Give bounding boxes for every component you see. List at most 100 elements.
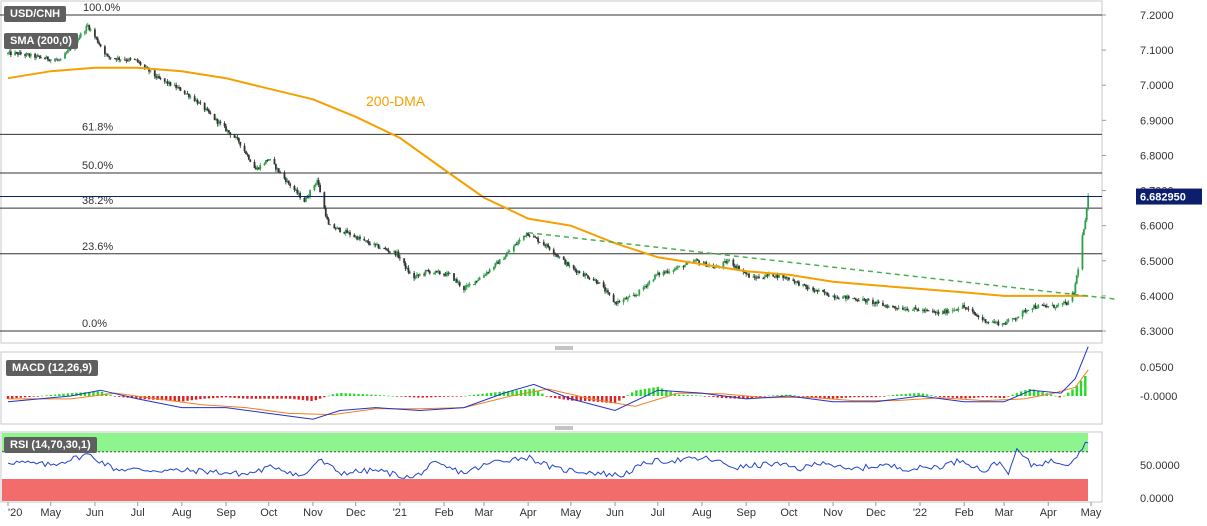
price-candle [685,262,688,266]
price-candle [163,78,166,82]
price-candle [696,259,699,261]
price-candle [118,57,121,60]
macd-histogram-bar [41,395,44,397]
price-candle [193,96,196,101]
price-candle [1071,292,1074,302]
price-candle [237,138,240,142]
price-candle [334,228,337,230]
price-candle [894,307,897,309]
price-candle [116,57,119,60]
price-candle [18,52,21,55]
price-candle [374,243,377,245]
price-candle [159,78,162,80]
macd-indicator-label[interactable]: MACD (12,26,9) [6,360,99,376]
price-candle [588,278,591,280]
price-candle [186,93,189,95]
price-candle [514,244,517,247]
price-candle [1075,275,1078,284]
macd-histogram-bar [810,396,813,398]
price-candle [806,286,809,290]
price-candle [256,167,259,170]
macd-histogram-bar [207,396,211,399]
panel-resize-handle[interactable] [555,346,573,350]
price-candle [133,58,136,60]
price-candle [408,272,411,274]
price-candle [323,192,326,209]
price-candle [967,308,970,310]
price-candle [943,311,946,314]
price-candle [812,287,815,291]
macd-histogram-bar [254,396,258,399]
price-candle [247,155,250,160]
price-candle [984,319,987,323]
price-candle [66,50,69,53]
price-candle [617,301,619,304]
macd-histogram-bar [964,396,967,399]
price-candle [923,309,926,312]
price-candle [296,189,299,194]
price-candle [1061,303,1064,305]
price-candle [1055,304,1058,308]
macd-histogram-bar [737,396,741,399]
price-candle [997,321,1000,326]
macd-histogram-bar [921,393,925,396]
price-candle [672,270,675,272]
price-candle [283,172,286,179]
macd-histogram-bar [618,396,621,401]
macd-histogram-bar [182,396,185,402]
macd-histogram-bar [853,396,856,398]
macd-histogram-bar [327,395,330,397]
price-candle [498,259,501,264]
macd-histogram-bar [541,393,544,396]
price-candle [847,296,850,299]
price-candle [454,279,457,281]
macd-histogram-bar [904,393,907,396]
price-candle [1024,310,1027,313]
price-candle [367,241,370,244]
panel-resize-handle[interactable] [555,426,573,430]
price-candle [682,266,685,268]
price-candle [289,183,292,186]
price-candle [534,236,537,238]
price-candle [219,121,222,124]
x-tick-label: Aug [692,507,712,519]
price-candle [695,259,698,261]
macd-histogram-bar [844,396,848,398]
price-candle [379,248,381,250]
price-candle [417,274,420,276]
macd-histogram-bar [233,396,236,398]
price-candle [169,81,172,86]
price-candle [722,261,725,267]
price-candle [303,197,306,202]
x-tick-label: Dec [866,507,886,519]
macd-histogram-bar [605,396,608,403]
rsi-indicator-label[interactable]: RSI (14,70,30,1) [4,437,97,453]
price-candle [604,287,606,292]
price-candle [883,305,886,307]
price-candle [598,282,601,284]
price-candle [503,259,505,261]
price-candle [173,84,176,86]
macd-histogram-bar [1084,376,1087,396]
price-candle [528,235,531,237]
price-candle [55,59,58,61]
price-candle [936,311,938,313]
price-candle [213,113,216,120]
price-candle [485,272,488,275]
price-candle [324,208,327,217]
price-candle [394,251,397,256]
price-candle [458,282,461,286]
macd-histogram-bar [391,395,394,397]
macd-histogram-bar [707,396,711,397]
price-candle [755,277,758,279]
x-tick-label: Apr [520,507,537,519]
macd-histogram-bar [613,396,617,404]
macd-histogram-bar [801,396,805,397]
price-candle [443,274,445,276]
price-candle [745,272,748,275]
price-candle [903,309,906,311]
sma-indicator-label[interactable]: SMA (200,0) [4,33,78,49]
price-candle [205,108,207,111]
y-tick-label: 6.6000 [1140,221,1174,233]
price-candle [49,59,52,61]
